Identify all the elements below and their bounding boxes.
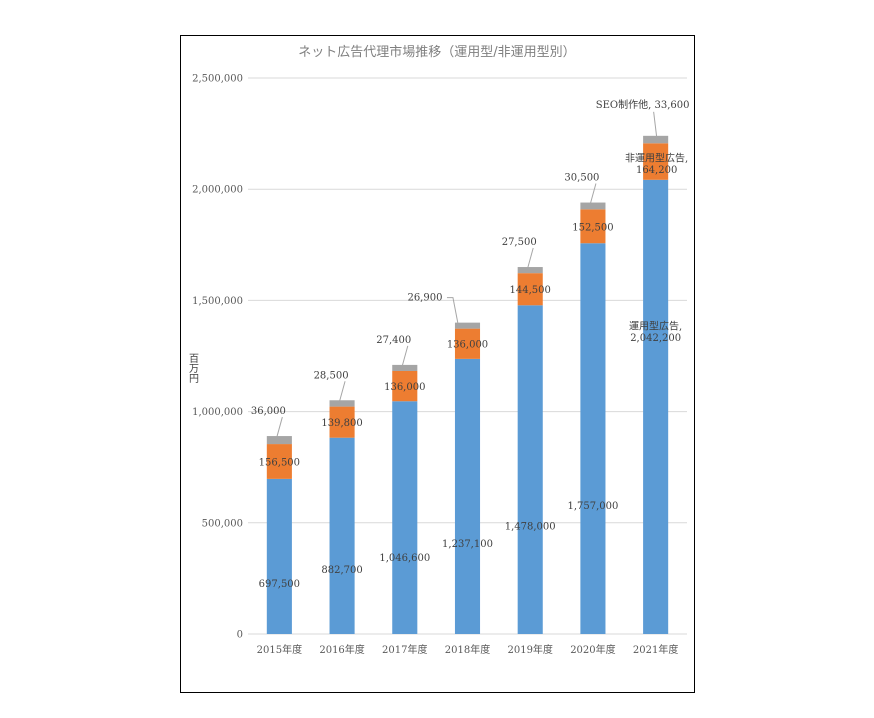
data-label-line: 27,400: [376, 335, 411, 346]
data-label: 152,500: [572, 222, 613, 233]
data-label: 882,700: [321, 565, 362, 576]
data-label: 139,800: [321, 418, 362, 429]
y-tick-label: 0: [237, 630, 243, 641]
y-tick-label: 1,000,000: [192, 407, 243, 418]
data-label: 136,000: [447, 340, 488, 351]
bar-segment: [266, 436, 292, 445]
leader-line: [401, 345, 409, 367]
x-category-label: 2017年度: [382, 643, 427, 656]
bar-segment: [329, 437, 355, 634]
data-label-line: 非運用型広告,: [625, 151, 688, 164]
data-label-line: 27,500: [502, 237, 537, 248]
leader-line: [527, 247, 534, 269]
data-label-line: 156,500: [259, 457, 300, 468]
y-tick-label: 2,000,000: [192, 185, 243, 196]
bar-segment: [329, 406, 355, 438]
data-label: 1,046,600: [379, 553, 430, 564]
data-label: 28,500: [314, 370, 349, 381]
chart-title: ネット広告代理市場推移（運用型/非運用型別）: [298, 44, 575, 60]
x-category-label: 2016年度: [319, 643, 364, 656]
data-label: 697,500: [259, 579, 300, 590]
bar-segment: [266, 478, 292, 634]
leader-line: [339, 381, 346, 402]
data-label-line: 28,500: [314, 370, 349, 381]
data-label-line: 136,000: [447, 340, 488, 351]
y-tick-label: 2,500,000: [192, 74, 243, 85]
y-axis-unit-label: 百万円: [187, 353, 199, 384]
data-label: 144,500: [510, 285, 551, 296]
data-label-line: 36,000: [251, 406, 286, 417]
bar-segment: [643, 143, 669, 180]
data-label-line: 697,500: [259, 579, 300, 590]
x-category-label: 2020年度: [570, 643, 615, 656]
data-label-line: 26,900: [407, 293, 442, 304]
leader-line: [446, 297, 459, 324]
bar-segment: [580, 202, 606, 210]
x-category-label: 2021年度: [633, 643, 678, 656]
bar-segment: [643, 135, 669, 144]
bar-segment: [580, 243, 606, 634]
leader-line: [589, 183, 597, 204]
y-tick-label: 1,500,000: [192, 296, 243, 307]
bars: [266, 135, 669, 635]
y-axis-ticks: 0 500,000 1,000,000 1,500,000 2,000,000 2,500…: [192, 74, 243, 641]
bar-segment: [517, 267, 543, 274]
bar-segment: [517, 273, 543, 306]
data-label-line: 882,700: [321, 565, 362, 576]
data-label-line: 139,800: [321, 418, 362, 429]
bar-segment: [643, 179, 669, 635]
bar-segment: [580, 209, 606, 244]
chart-frame: ネット広告代理市場推移（運用型/非運用型別） 0 500,000 1,000,000…: [180, 35, 695, 693]
bar-segment: [392, 364, 418, 371]
data-label-line: 1,757,000: [567, 501, 618, 512]
data-label: 156,500: [259, 457, 300, 468]
data-label: 27,500: [502, 237, 537, 248]
y-tick-label: 500,000: [202, 518, 243, 529]
data-label-line: 1,237,100: [442, 539, 493, 550]
data-label: 1,237,100: [442, 539, 493, 550]
data-label-line: 136,000: [384, 382, 425, 393]
data-label: 30,500: [564, 173, 599, 184]
bar-segment: [517, 305, 543, 634]
data-label-line: 1,046,600: [379, 553, 430, 564]
bar-segment: [329, 400, 355, 407]
bar-segment: [454, 358, 481, 634]
bar-segment: [454, 328, 481, 359]
data-label-line: 1,478,000: [505, 522, 556, 533]
data-label: 36,000: [251, 406, 286, 417]
data-label: SEO制作他, 33,600: [596, 98, 690, 111]
data-label: 1,757,000: [567, 501, 618, 512]
data-labels: 697,500 156,500 36,000 882,700 139,800 28,500…: [251, 98, 690, 590]
data-label-line: SEO制作他, 33,600: [596, 98, 690, 111]
bar-segment: [392, 401, 418, 634]
x-category-label: 2019年度: [507, 643, 552, 656]
data-label: 非運用型広告, 164,200: [625, 151, 688, 176]
x-axis-categories: 2015年度 2016年度 2017年度 2018年度 2019年度 2020年度 2021…: [257, 643, 679, 656]
bar-segment: [392, 370, 418, 402]
x-category-label: 2018年度: [445, 643, 490, 656]
data-label-line: 30,500: [564, 173, 599, 184]
data-label-line: 152,500: [572, 222, 613, 233]
data-label-line: 164,200: [636, 165, 677, 176]
x-category-label: 2015年度: [257, 643, 302, 656]
data-label-line: 144,500: [510, 285, 551, 296]
data-label: 136,000: [384, 382, 425, 393]
data-label: 27,400: [376, 335, 411, 346]
bar-segment: [266, 444, 292, 479]
leader-line: [653, 111, 658, 137]
data-label: 26,900: [407, 293, 442, 304]
bar-segment: [454, 322, 481, 329]
data-label: 1,478,000: [505, 522, 556, 533]
stacked-bar-chart: ネット広告代理市場推移（運用型/非運用型別） 0 500,000 1,000,000…: [187, 44, 690, 656]
label-leaders: [276, 111, 658, 438]
data-label-line: 運用型広告,: [629, 320, 682, 333]
data-label-line: 2,042,200: [630, 333, 681, 344]
leader-line: [276, 416, 283, 438]
data-label: 運用型広告, 2,042,200: [629, 320, 682, 345]
